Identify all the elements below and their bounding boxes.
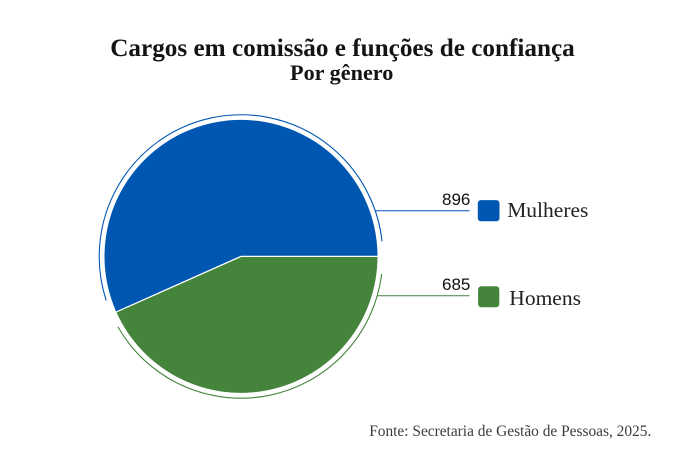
svg-text:896: 896 (442, 190, 470, 209)
svg-text:Fonte: Secretaria de Gestão de: Fonte: Secretaria de Gestão de Pessoas, … (369, 423, 651, 440)
svg-text:685: 685 (442, 275, 470, 294)
svg-text:Mulheres: Mulheres (507, 198, 588, 222)
svg-text:Cargos em comissão e funções d: Cargos em comissão e funções de confianç… (110, 35, 575, 62)
svg-text:Homens: Homens (509, 286, 581, 310)
svg-text:Por gênero: Por gênero (290, 60, 393, 85)
